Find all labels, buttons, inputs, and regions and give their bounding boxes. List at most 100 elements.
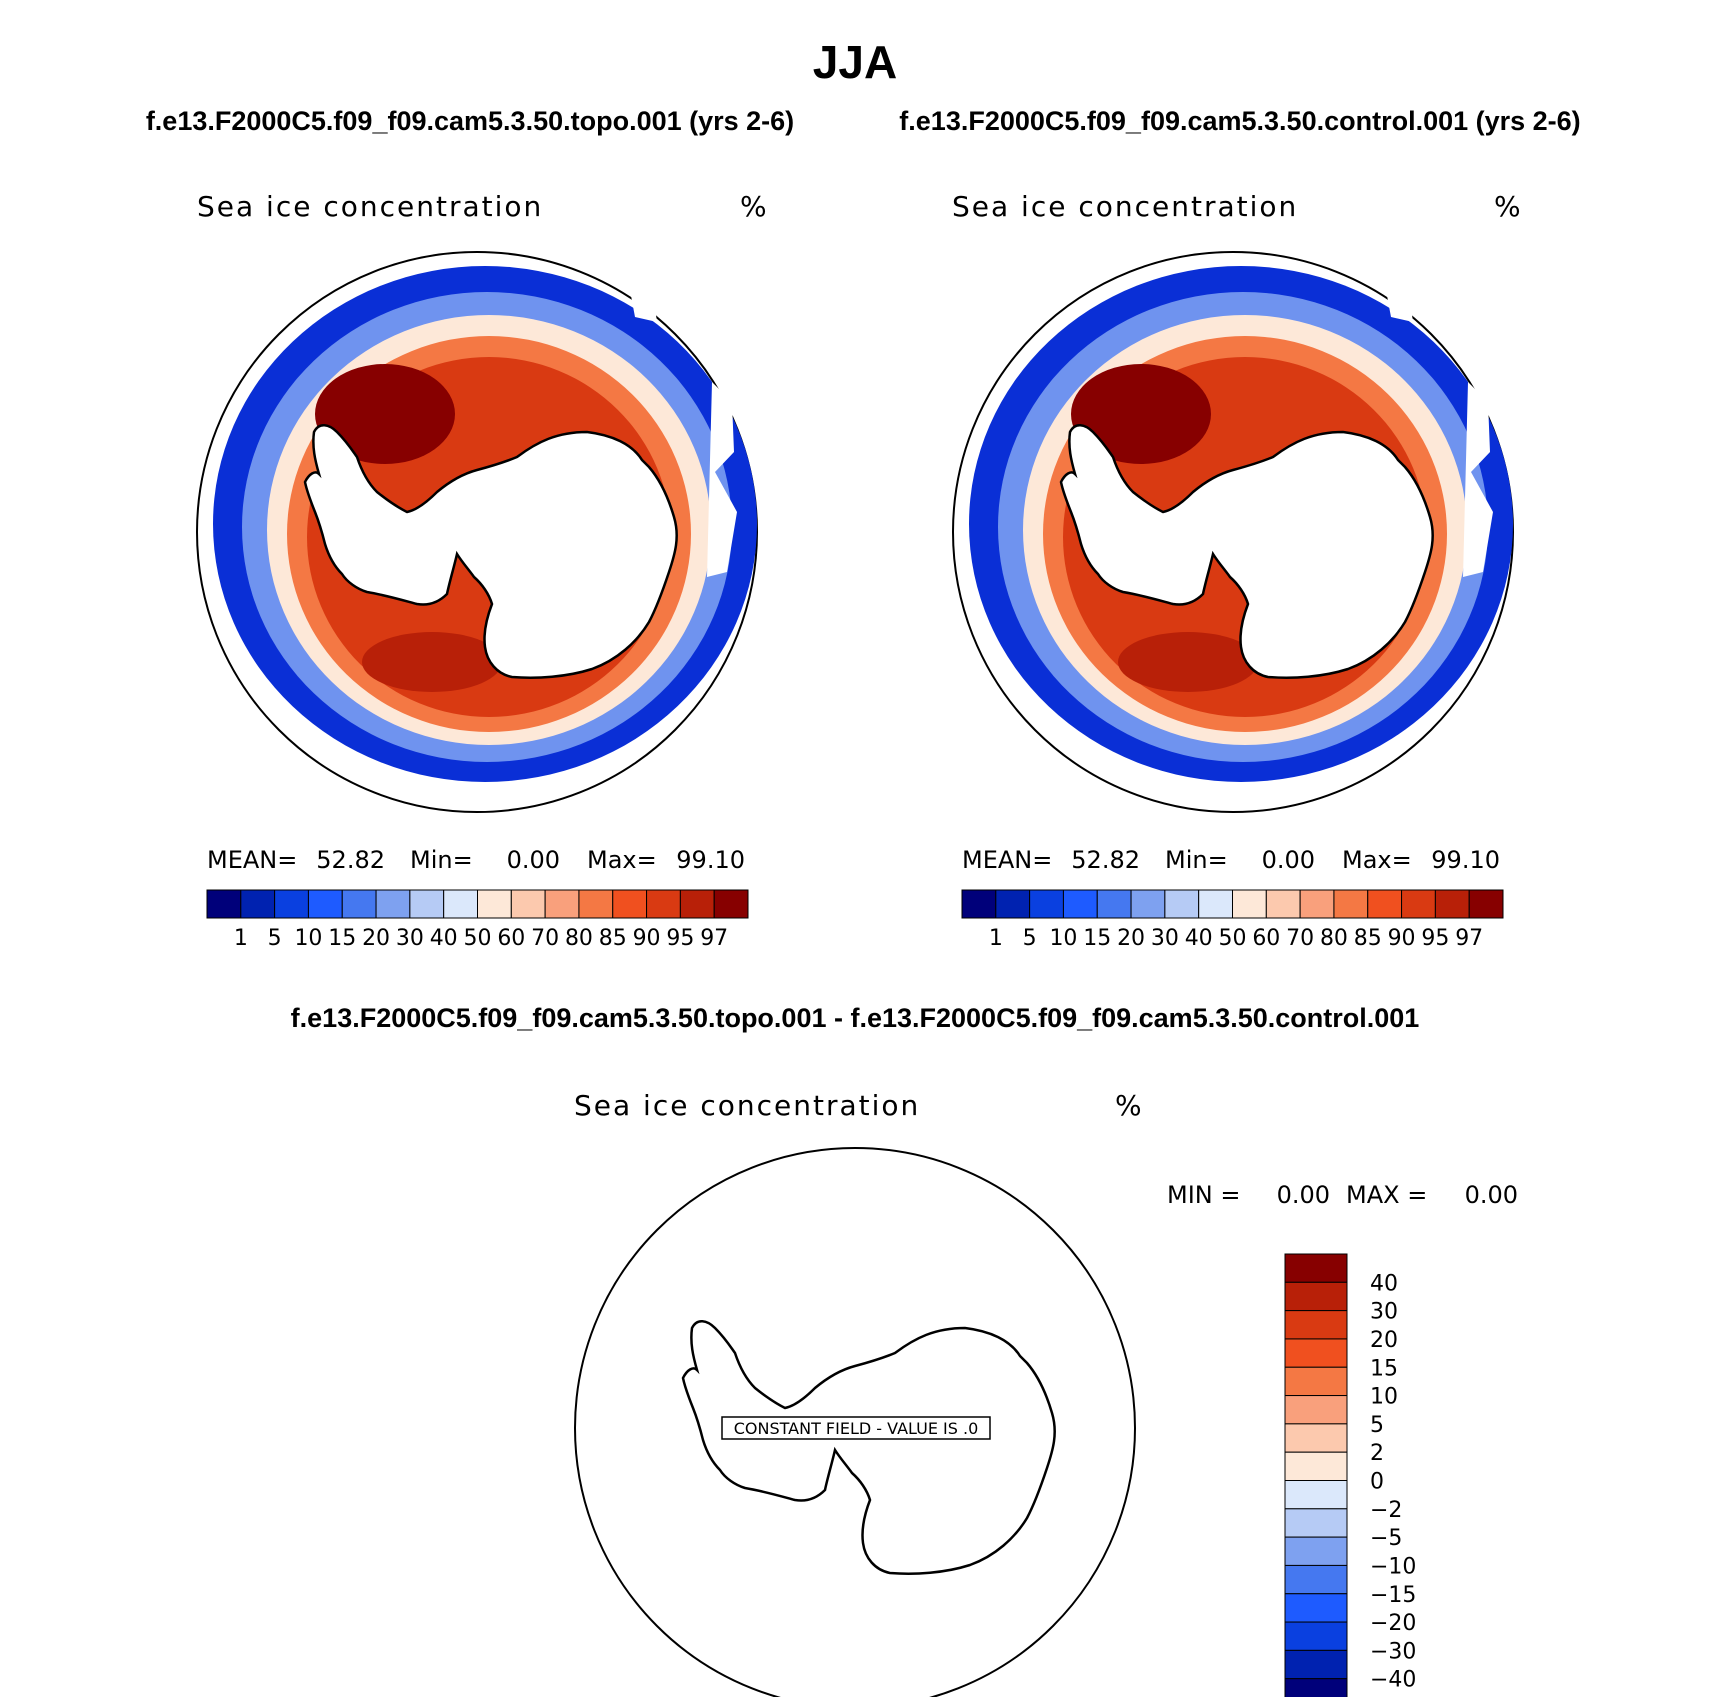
colorbar-swatch [1401,889,1436,919]
colorbar-swatch [1284,1649,1348,1680]
colorbar-swatch [1434,889,1470,919]
colorbar-swatch [375,889,411,919]
season-title: JJA [813,36,897,88]
variable-label: Sea ice concentration [197,190,543,223]
colorbar-swatch [961,889,997,919]
colorbar-swatch [1299,889,1335,919]
colorbar-swatch [1265,889,1301,919]
min-value: 0.00 [1262,846,1315,874]
colorbar-swatch [1284,1281,1348,1312]
colorbar-swatch [679,889,715,919]
colorbar: 1 5 10 15 20 30 40 50 60 70 80 85 90 95 97 [961,889,1504,951]
max-value: 99.10 [1431,846,1500,874]
colorbar-swatch [1284,1310,1348,1340]
mean-label: MEAN= [207,846,297,874]
colorbar-tick-label: 0 [1370,1470,1384,1495]
variable-label: Sea ice concentration [952,190,1298,223]
min-label: Min= [410,846,473,874]
colorbar-swatch [443,889,478,919]
colorbar-swatch [1284,1451,1348,1481]
max-label: Max= [1342,846,1412,874]
panel-diff: Sea ice concentration % CONSTANT FIELD -… [574,1089,1518,1702]
colorbar-tick-label: 97 [1455,926,1483,951]
max-value: 99.10 [676,846,745,874]
stats-line: MEAN= 52.82 Min= 0.00 Max= 99.10 [207,846,745,874]
colorbar-tick-label: 10 [294,926,322,951]
colorbar-swatch [1284,1366,1348,1397]
colorbar-swatch [1284,1621,1348,1651]
colorbar-tick-label: 1 [989,926,1003,951]
colorbar-tick-label: 30 [1151,926,1179,951]
colorbar-swatch [477,889,512,919]
variable-label: Sea ice concentration [574,1089,920,1122]
polar-map: CONSTANT FIELD - VALUE IS .0 [574,1147,1136,1702]
polar-map [196,251,758,813]
colorbar-swatch [1284,1423,1348,1453]
colorbar-swatch [341,889,377,919]
units-label: % [1494,190,1521,223]
colorbar-tick-label: 80 [1320,926,1348,951]
colorbar-tick-label: 80 [565,926,593,951]
colorbar-tick-label: −5 [1370,1526,1402,1551]
colorbar-swatch [1284,1593,1348,1623]
colorbar-tick-label: 5 [1023,926,1037,951]
min-label: MIN = [1167,1181,1240,1209]
colorbar-tick-label: 10 [1370,1385,1398,1410]
colorbar-swatch [1284,1338,1348,1368]
colorbar-swatch [1130,889,1166,919]
max-label: MAX = [1346,1181,1427,1209]
colorbar-tick-label: 10 [1049,926,1077,951]
ice-max-region [1118,632,1258,692]
case-title-topo: f.e13.F2000C5.f09_f09.cam5.3.50.topo.001… [146,106,794,136]
colorbar-tick-label: −20 [1370,1611,1416,1636]
colorbar-tick-label: 20 [1370,1328,1398,1353]
colorbar-swatch [409,889,445,919]
colorbar-tick-label: 40 [1185,926,1213,951]
colorbar-swatch [1198,889,1233,919]
colorbar-swatch [1333,889,1369,919]
colorbar-tick-label: 85 [1354,926,1382,951]
colorbar-tick-label: 5 [1370,1413,1384,1438]
colorbar-swatch [307,889,343,919]
colorbar-swatch [274,889,309,919]
colorbar-swatch [1096,889,1132,919]
colorbar-tick-label: 15 [1370,1356,1398,1381]
colorbar-swatch [1232,889,1267,919]
mean-value: 52.82 [316,846,385,874]
units-label: % [740,190,767,223]
colorbar-tick-label: −15 [1370,1583,1416,1608]
colorbar-swatch [1284,1395,1348,1425]
constant-field-box [721,1416,991,1440]
colorbar-tick-label: 95 [1421,926,1449,951]
units-label: % [1115,1089,1142,1122]
colorbar-swatch [206,889,242,919]
colorbar-tick-label: −30 [1370,1639,1416,1664]
colorbar-tick-label: 15 [328,926,356,951]
case-title-control: f.e13.F2000C5.f09_f09.cam5.3.50.control.… [899,106,1580,136]
mean-label: MEAN= [962,846,1052,874]
panel-right: Sea ice concentration % MEAN= 52.82 Min=… [952,190,1521,951]
colorbar-tick-label: 30 [396,926,424,951]
min-value: 0.00 [507,846,560,874]
colorbar-tick-label: 60 [1252,926,1280,951]
colorbar-swatch [1164,889,1200,919]
ice-max-region [315,364,455,464]
colorbar-tick-label: 60 [497,926,525,951]
colorbar-tick-label: 95 [666,926,694,951]
colorbar-tick-label: −10 [1370,1554,1416,1579]
colorbar-tick-label: 90 [1388,926,1416,951]
ice-max-region [362,632,502,692]
colorbar-swatch [612,889,648,919]
colorbar-swatch [1284,1508,1348,1538]
colorbar: 1 5 10 15 20 30 40 50 60 70 80 85 90 95 97 [206,889,749,951]
colorbar-tick-label: 50 [1219,926,1247,951]
colorbar-tick-label: 2 [1370,1441,1384,1466]
colorbar-tick-label: 97 [700,926,728,951]
min-label: Min= [1165,846,1228,874]
colorbar-swatch [1062,889,1098,919]
colorbar-tick-label: 30 [1370,1300,1398,1325]
max-label: Max= [587,846,657,874]
colorbar-swatch [1468,889,1504,919]
colorbar-swatch [578,889,614,919]
